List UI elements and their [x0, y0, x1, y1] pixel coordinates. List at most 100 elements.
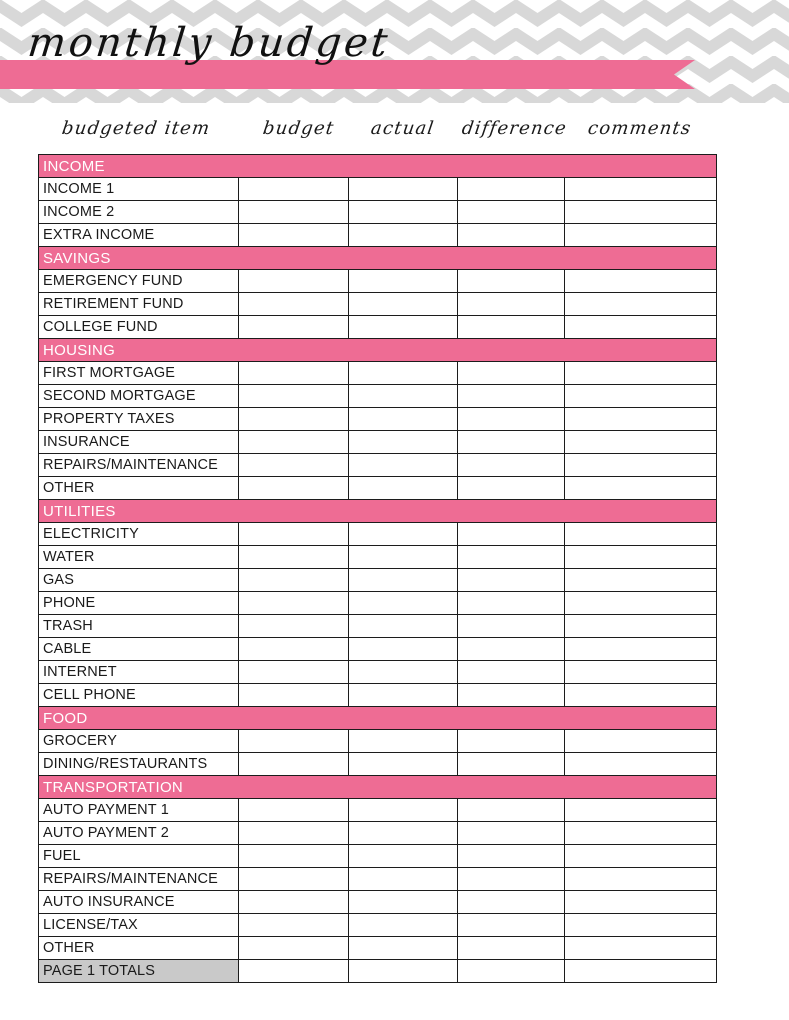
page-totals-actual-cell[interactable]	[348, 959, 458, 983]
savings-retirement-fund-actual-cell[interactable]	[348, 292, 458, 316]
utilities-internet-actual-cell[interactable]	[348, 660, 458, 684]
transportation-auto-insurance-actual-cell[interactable]	[348, 890, 458, 914]
housing-repairs-maintenance-comments-cell[interactable]	[563, 453, 718, 477]
transportation-license-tax-difference-cell[interactable]	[457, 913, 565, 937]
utilities-cell-phone-budget-cell[interactable]	[238, 683, 349, 707]
housing-second-mortgage-actual-cell[interactable]	[348, 384, 458, 408]
utilities-phone-actual-cell[interactable]	[348, 591, 458, 615]
utilities-water-budget-cell[interactable]	[238, 545, 349, 569]
food-dining-restaurants-budget-cell[interactable]	[238, 752, 349, 776]
transportation-auto-payment-1-actual-cell[interactable]	[348, 798, 458, 822]
housing-insurance-difference-cell[interactable]	[457, 430, 565, 454]
housing-property-taxes-actual-cell[interactable]	[348, 407, 458, 431]
income-income-1-actual-cell[interactable]	[348, 177, 458, 201]
housing-second-mortgage-difference-cell[interactable]	[457, 384, 565, 408]
utilities-phone-comments-cell[interactable]	[563, 591, 718, 615]
utilities-trash-actual-cell[interactable]	[348, 614, 458, 638]
transportation-auto-insurance-budget-cell[interactable]	[238, 890, 349, 914]
income-extra-income-difference-cell[interactable]	[457, 223, 565, 247]
transportation-repairs-maintenance-comments-cell[interactable]	[563, 867, 718, 891]
transportation-license-tax-actual-cell[interactable]	[348, 913, 458, 937]
utilities-water-comments-cell[interactable]	[563, 545, 718, 569]
transportation-auto-payment-1-budget-cell[interactable]	[238, 798, 349, 822]
savings-college-fund-difference-cell[interactable]	[457, 315, 565, 339]
housing-repairs-maintenance-difference-cell[interactable]	[457, 453, 565, 477]
utilities-cable-actual-cell[interactable]	[348, 637, 458, 661]
income-income-1-difference-cell[interactable]	[457, 177, 565, 201]
utilities-internet-comments-cell[interactable]	[563, 660, 718, 684]
savings-retirement-fund-difference-cell[interactable]	[457, 292, 565, 316]
transportation-other-actual-cell[interactable]	[348, 936, 458, 960]
savings-emergency-fund-actual-cell[interactable]	[348, 269, 458, 293]
transportation-license-tax-budget-cell[interactable]	[238, 913, 349, 937]
utilities-cell-phone-difference-cell[interactable]	[457, 683, 565, 707]
savings-college-fund-actual-cell[interactable]	[348, 315, 458, 339]
housing-property-taxes-budget-cell[interactable]	[238, 407, 349, 431]
income-income-2-comments-cell[interactable]	[563, 200, 718, 224]
food-dining-restaurants-difference-cell[interactable]	[457, 752, 565, 776]
housing-other-budget-cell[interactable]	[238, 476, 349, 500]
utilities-electricity-difference-cell[interactable]	[457, 522, 565, 546]
food-grocery-budget-cell[interactable]	[238, 729, 349, 753]
utilities-gas-comments-cell[interactable]	[563, 568, 718, 592]
transportation-fuel-actual-cell[interactable]	[348, 844, 458, 868]
transportation-auto-insurance-difference-cell[interactable]	[457, 890, 565, 914]
utilities-trash-difference-cell[interactable]	[457, 614, 565, 638]
income-extra-income-actual-cell[interactable]	[348, 223, 458, 247]
page-totals-comments-cell[interactable]	[563, 959, 718, 983]
income-income-2-budget-cell[interactable]	[238, 200, 349, 224]
utilities-cable-comments-cell[interactable]	[563, 637, 718, 661]
transportation-license-tax-comments-cell[interactable]	[563, 913, 718, 937]
food-grocery-actual-cell[interactable]	[348, 729, 458, 753]
savings-college-fund-budget-cell[interactable]	[238, 315, 349, 339]
income-income-1-comments-cell[interactable]	[563, 177, 718, 201]
page-totals-budget-cell[interactable]	[238, 959, 349, 983]
utilities-water-actual-cell[interactable]	[348, 545, 458, 569]
savings-retirement-fund-comments-cell[interactable]	[563, 292, 718, 316]
transportation-auto-payment-1-comments-cell[interactable]	[563, 798, 718, 822]
utilities-electricity-comments-cell[interactable]	[563, 522, 718, 546]
transportation-auto-payment-2-actual-cell[interactable]	[348, 821, 458, 845]
savings-emergency-fund-budget-cell[interactable]	[238, 269, 349, 293]
savings-college-fund-comments-cell[interactable]	[563, 315, 718, 339]
housing-first-mortgage-actual-cell[interactable]	[348, 361, 458, 385]
income-extra-income-comments-cell[interactable]	[563, 223, 718, 247]
transportation-auto-payment-2-difference-cell[interactable]	[457, 821, 565, 845]
housing-insurance-actual-cell[interactable]	[348, 430, 458, 454]
food-dining-restaurants-comments-cell[interactable]	[563, 752, 718, 776]
utilities-internet-budget-cell[interactable]	[238, 660, 349, 684]
housing-second-mortgage-budget-cell[interactable]	[238, 384, 349, 408]
transportation-repairs-maintenance-actual-cell[interactable]	[348, 867, 458, 891]
housing-first-mortgage-budget-cell[interactable]	[238, 361, 349, 385]
utilities-cable-difference-cell[interactable]	[457, 637, 565, 661]
housing-other-difference-cell[interactable]	[457, 476, 565, 500]
utilities-internet-difference-cell[interactable]	[457, 660, 565, 684]
utilities-cable-budget-cell[interactable]	[238, 637, 349, 661]
housing-property-taxes-comments-cell[interactable]	[563, 407, 718, 431]
food-grocery-difference-cell[interactable]	[457, 729, 565, 753]
utilities-gas-actual-cell[interactable]	[348, 568, 458, 592]
utilities-cell-phone-comments-cell[interactable]	[563, 683, 718, 707]
transportation-fuel-comments-cell[interactable]	[563, 844, 718, 868]
transportation-other-budget-cell[interactable]	[238, 936, 349, 960]
transportation-fuel-difference-cell[interactable]	[457, 844, 565, 868]
housing-other-actual-cell[interactable]	[348, 476, 458, 500]
housing-repairs-maintenance-actual-cell[interactable]	[348, 453, 458, 477]
housing-first-mortgage-comments-cell[interactable]	[563, 361, 718, 385]
utilities-trash-budget-cell[interactable]	[238, 614, 349, 638]
transportation-auto-payment-2-comments-cell[interactable]	[563, 821, 718, 845]
transportation-repairs-maintenance-difference-cell[interactable]	[457, 867, 565, 891]
utilities-phone-budget-cell[interactable]	[238, 591, 349, 615]
transportation-auto-payment-1-difference-cell[interactable]	[457, 798, 565, 822]
utilities-water-difference-cell[interactable]	[457, 545, 565, 569]
housing-property-taxes-difference-cell[interactable]	[457, 407, 565, 431]
income-income-2-difference-cell[interactable]	[457, 200, 565, 224]
savings-emergency-fund-difference-cell[interactable]	[457, 269, 565, 293]
utilities-electricity-budget-cell[interactable]	[238, 522, 349, 546]
savings-emergency-fund-comments-cell[interactable]	[563, 269, 718, 293]
housing-insurance-budget-cell[interactable]	[238, 430, 349, 454]
transportation-other-comments-cell[interactable]	[563, 936, 718, 960]
transportation-auto-payment-2-budget-cell[interactable]	[238, 821, 349, 845]
utilities-phone-difference-cell[interactable]	[457, 591, 565, 615]
page-totals-difference-cell[interactable]	[457, 959, 565, 983]
